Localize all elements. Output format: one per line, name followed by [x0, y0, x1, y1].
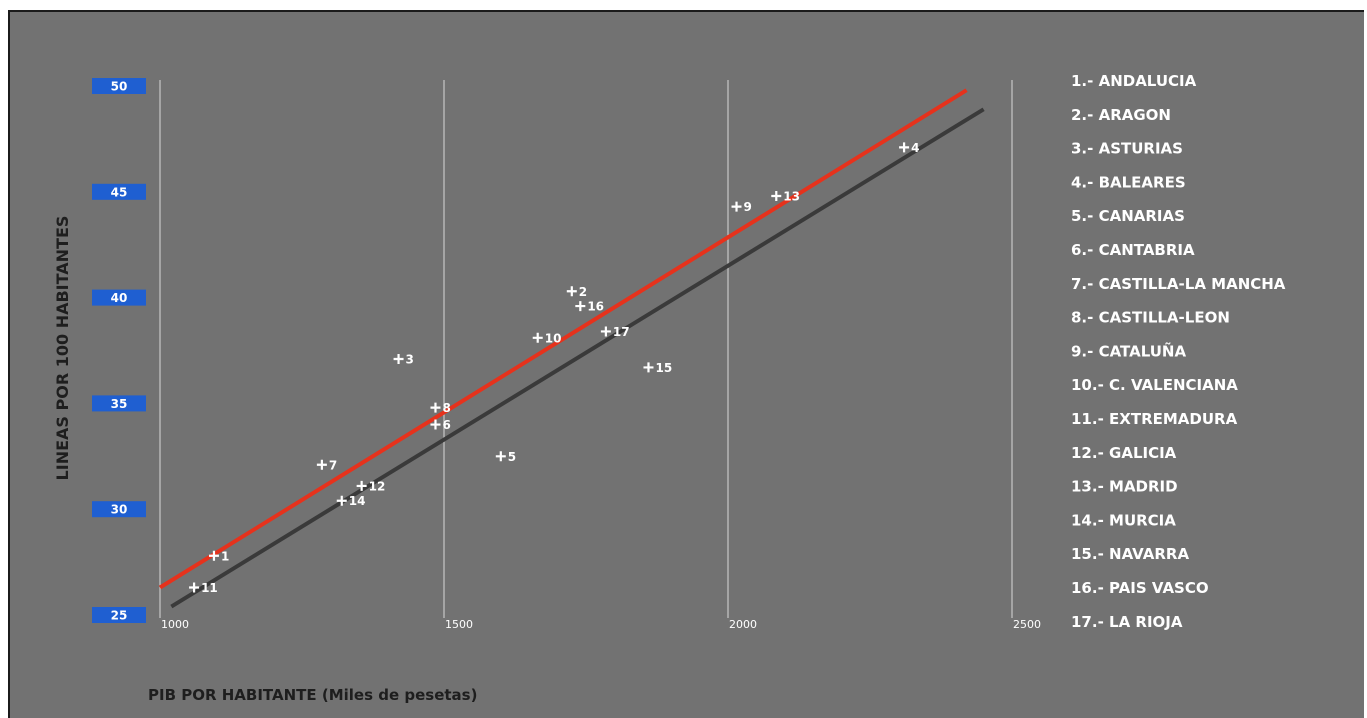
- y-tick-label-35: 35: [111, 397, 128, 411]
- x-tick-label-2500: 2500: [1013, 618, 1041, 631]
- data-point-marker-5: [495, 451, 506, 462]
- data-point-marker-2: [566, 286, 577, 297]
- data-point-marker-13: [771, 191, 782, 202]
- data-point-label-7: 7: [329, 458, 337, 472]
- y-axis-title: LINEAS POR 100 HABITANTES: [53, 216, 72, 481]
- gridlines: [159, 80, 1013, 618]
- y-tick-box-30: [92, 501, 146, 518]
- data-point-marker-12: [356, 480, 367, 491]
- data-point-label-5: 5: [508, 450, 516, 464]
- y-tick-label-50: 50: [111, 80, 128, 94]
- y-tick-box-40: [92, 289, 146, 306]
- legend-entry-11: 11.- EXTREMADURA: [1071, 410, 1238, 428]
- data-point-label-17: 17: [613, 325, 630, 339]
- legend-entry-7: 7.- CASTILLA-LA MANCHA: [1071, 275, 1286, 293]
- data-point-label-13: 13: [783, 190, 800, 204]
- data-point-label-2: 2: [579, 285, 587, 299]
- legend-entry-1: 1.- ANDALUCIA: [1071, 72, 1197, 90]
- legend: 1.- ANDALUCIA 2.- ARAGON 3.- ASTURIAS 4.- B…: [1071, 72, 1286, 631]
- y-axis-ticks: 25 30 35 40 45 50: [92, 78, 146, 623]
- x-tick-label-1500: 1500: [445, 618, 473, 631]
- legend-entry-9: 9.- CATALUÑA: [1071, 341, 1186, 360]
- x-axis-title: PIB POR HABITANTE (Miles de pesetas): [148, 686, 477, 704]
- data-point-label-8: 8: [442, 401, 450, 415]
- trend-line-2: [170, 107, 985, 609]
- trend-lines: [158, 88, 985, 609]
- legend-entry-13: 13.- MADRID: [1071, 478, 1178, 496]
- data-point-marker-4: [899, 142, 910, 153]
- y-tick-label-30: 30: [111, 503, 128, 517]
- y-tick-box-25: [92, 607, 146, 623]
- data-point-label-1: 1: [221, 549, 229, 563]
- legend-entry-14: 14.- MURCIA: [1071, 511, 1176, 529]
- data-point-label-9: 9: [744, 200, 752, 214]
- data-point-label-16: 16: [587, 300, 604, 314]
- data-point-marker-17: [600, 326, 611, 337]
- legend-entry-12: 12.- GALICIA: [1071, 444, 1177, 462]
- legend-entry-16: 16.- PAIS VASCO: [1071, 579, 1209, 597]
- data-point-marker-10: [532, 332, 543, 343]
- data-point-label-10: 10: [545, 331, 562, 345]
- legend-entry-17: 17.- LA RIOJA: [1071, 613, 1183, 631]
- data-point-marker-9: [731, 201, 742, 212]
- x-axis-ticks: 1000 1500 2000 2500: [161, 618, 1041, 631]
- data-point-label-12: 12: [369, 479, 386, 493]
- y-tick-label-45: 45: [111, 185, 128, 199]
- data-point-marker-8: [430, 402, 441, 413]
- data-point-label-11: 11: [201, 581, 218, 595]
- data-point-marker-14: [336, 495, 347, 506]
- data-point-marker-7: [316, 459, 327, 470]
- legend-entry-15: 15.- NAVARRA: [1071, 545, 1189, 563]
- data-point-label-4: 4: [911, 141, 919, 155]
- legend-entry-6: 6.- CANTABRIA: [1071, 241, 1195, 259]
- data-point-marker-3: [393, 353, 404, 364]
- y-tick-box-35: [92, 395, 146, 412]
- data-point-marker-6: [430, 419, 441, 430]
- legend-entry-8: 8.- CASTILLA-LEON: [1071, 309, 1230, 327]
- legend-entry-5: 5.- CANARIAS: [1071, 207, 1185, 225]
- legend-entry-4: 4.- BALEARES: [1071, 173, 1186, 191]
- data-point-label-3: 3: [406, 352, 414, 366]
- y-tick-box-45: [92, 183, 146, 200]
- chart-panel: [8, 10, 1364, 718]
- x-tick-label-1000: 1000: [161, 618, 189, 631]
- data-point-marker-1: [208, 550, 219, 561]
- y-tick-label-40: 40: [111, 291, 128, 305]
- x-tick-label-2000: 2000: [729, 618, 757, 631]
- y-tick-box-50: [92, 78, 146, 94]
- legend-entry-3: 3.- ASTURIAS: [1071, 140, 1183, 158]
- data-point-marker-15: [643, 362, 654, 373]
- data-point-label-14: 14: [349, 494, 366, 508]
- data-point-marker-11: [189, 582, 200, 593]
- trend-line-1: [158, 88, 968, 590]
- data-point-marker-16: [575, 301, 586, 312]
- y-tick-label-25: 25: [111, 609, 128, 623]
- data-point-label-15: 15: [655, 361, 672, 375]
- legend-entry-2: 2.- ARAGON: [1071, 106, 1171, 124]
- data-point-label-6: 6: [442, 418, 450, 432]
- legend-entry-10: 10.- C. VALENCIANA: [1071, 376, 1238, 394]
